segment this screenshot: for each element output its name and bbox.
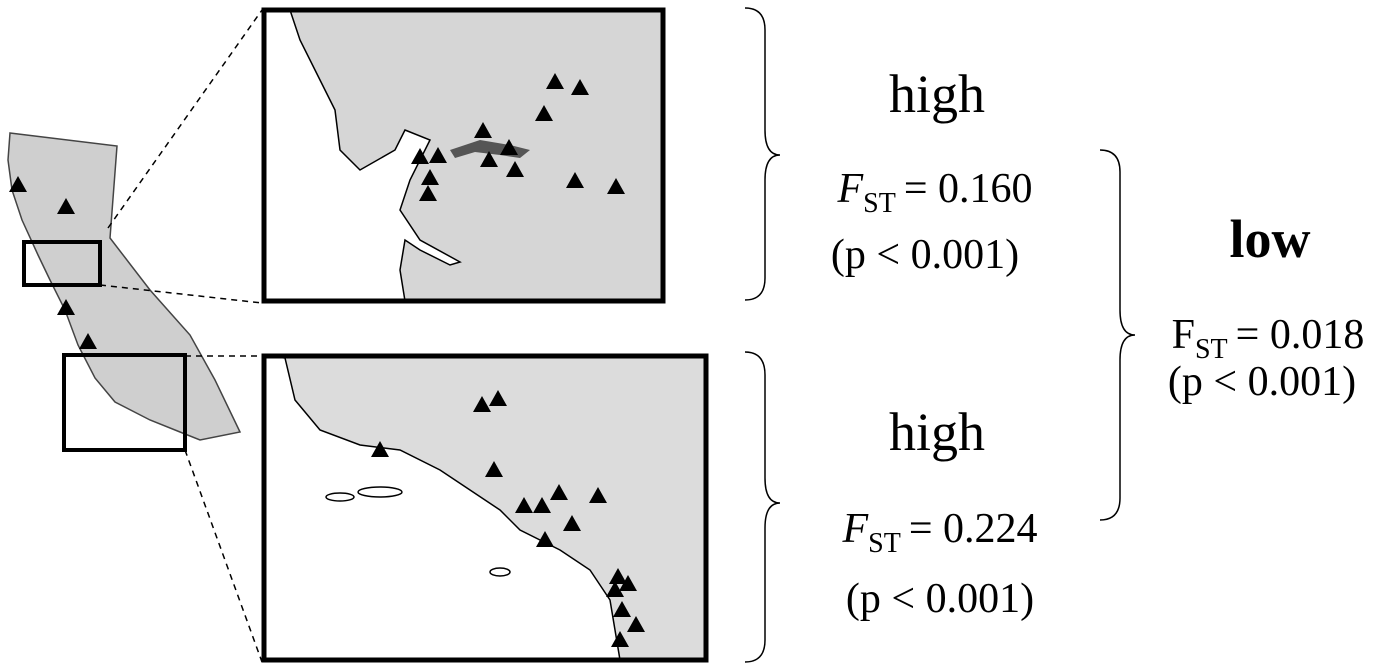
stat-value: = 0.160 [904,166,1033,212]
island [358,487,402,497]
group-label: high [889,402,985,462]
stat-line: FST = 0.160 [836,166,1032,219]
p-value: (p < 0.001) [846,576,1034,622]
group-label: high [889,64,985,124]
stat-symbol: F [836,166,863,212]
p-value: (p < 0.001) [1168,359,1356,405]
brace [745,8,780,300]
stat-symbol: F [1172,312,1195,358]
brace [1100,150,1135,520]
island [490,568,510,576]
connector [185,450,262,662]
stat-line: FST = 0.224 [841,506,1037,559]
overall-label: low [1230,209,1311,269]
stat-symbol: F [841,506,868,552]
p-value: (p < 0.001) [831,232,1019,278]
page: high FST= 0.160 (p < 0.001) high FST= 0.… [0,0,1389,667]
figure: high FST= 0.160 (p < 0.001) high FST= 0.… [0,0,1389,667]
stat-subscript: ST [868,528,901,559]
stat-subscript: ST [863,188,896,219]
brace [745,352,780,662]
connector [108,10,262,228]
island [326,493,354,501]
stat-value: = 0.018 [1236,312,1365,358]
stat-value: = 0.224 [909,506,1038,552]
stat-line: FST= 0.018 [1172,312,1365,365]
